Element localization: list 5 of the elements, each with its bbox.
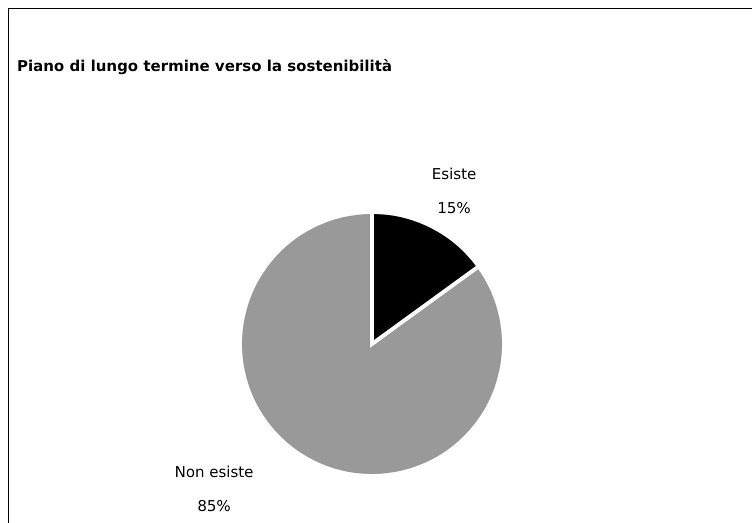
data-label: 15% [437,199,471,217]
data-label: 85% [197,497,231,515]
slice-label: Non esiste [174,463,254,481]
chart-title: Piano di lungo termine verso la sostenibilità [17,57,392,75]
slice-label: Esiste [432,165,476,183]
